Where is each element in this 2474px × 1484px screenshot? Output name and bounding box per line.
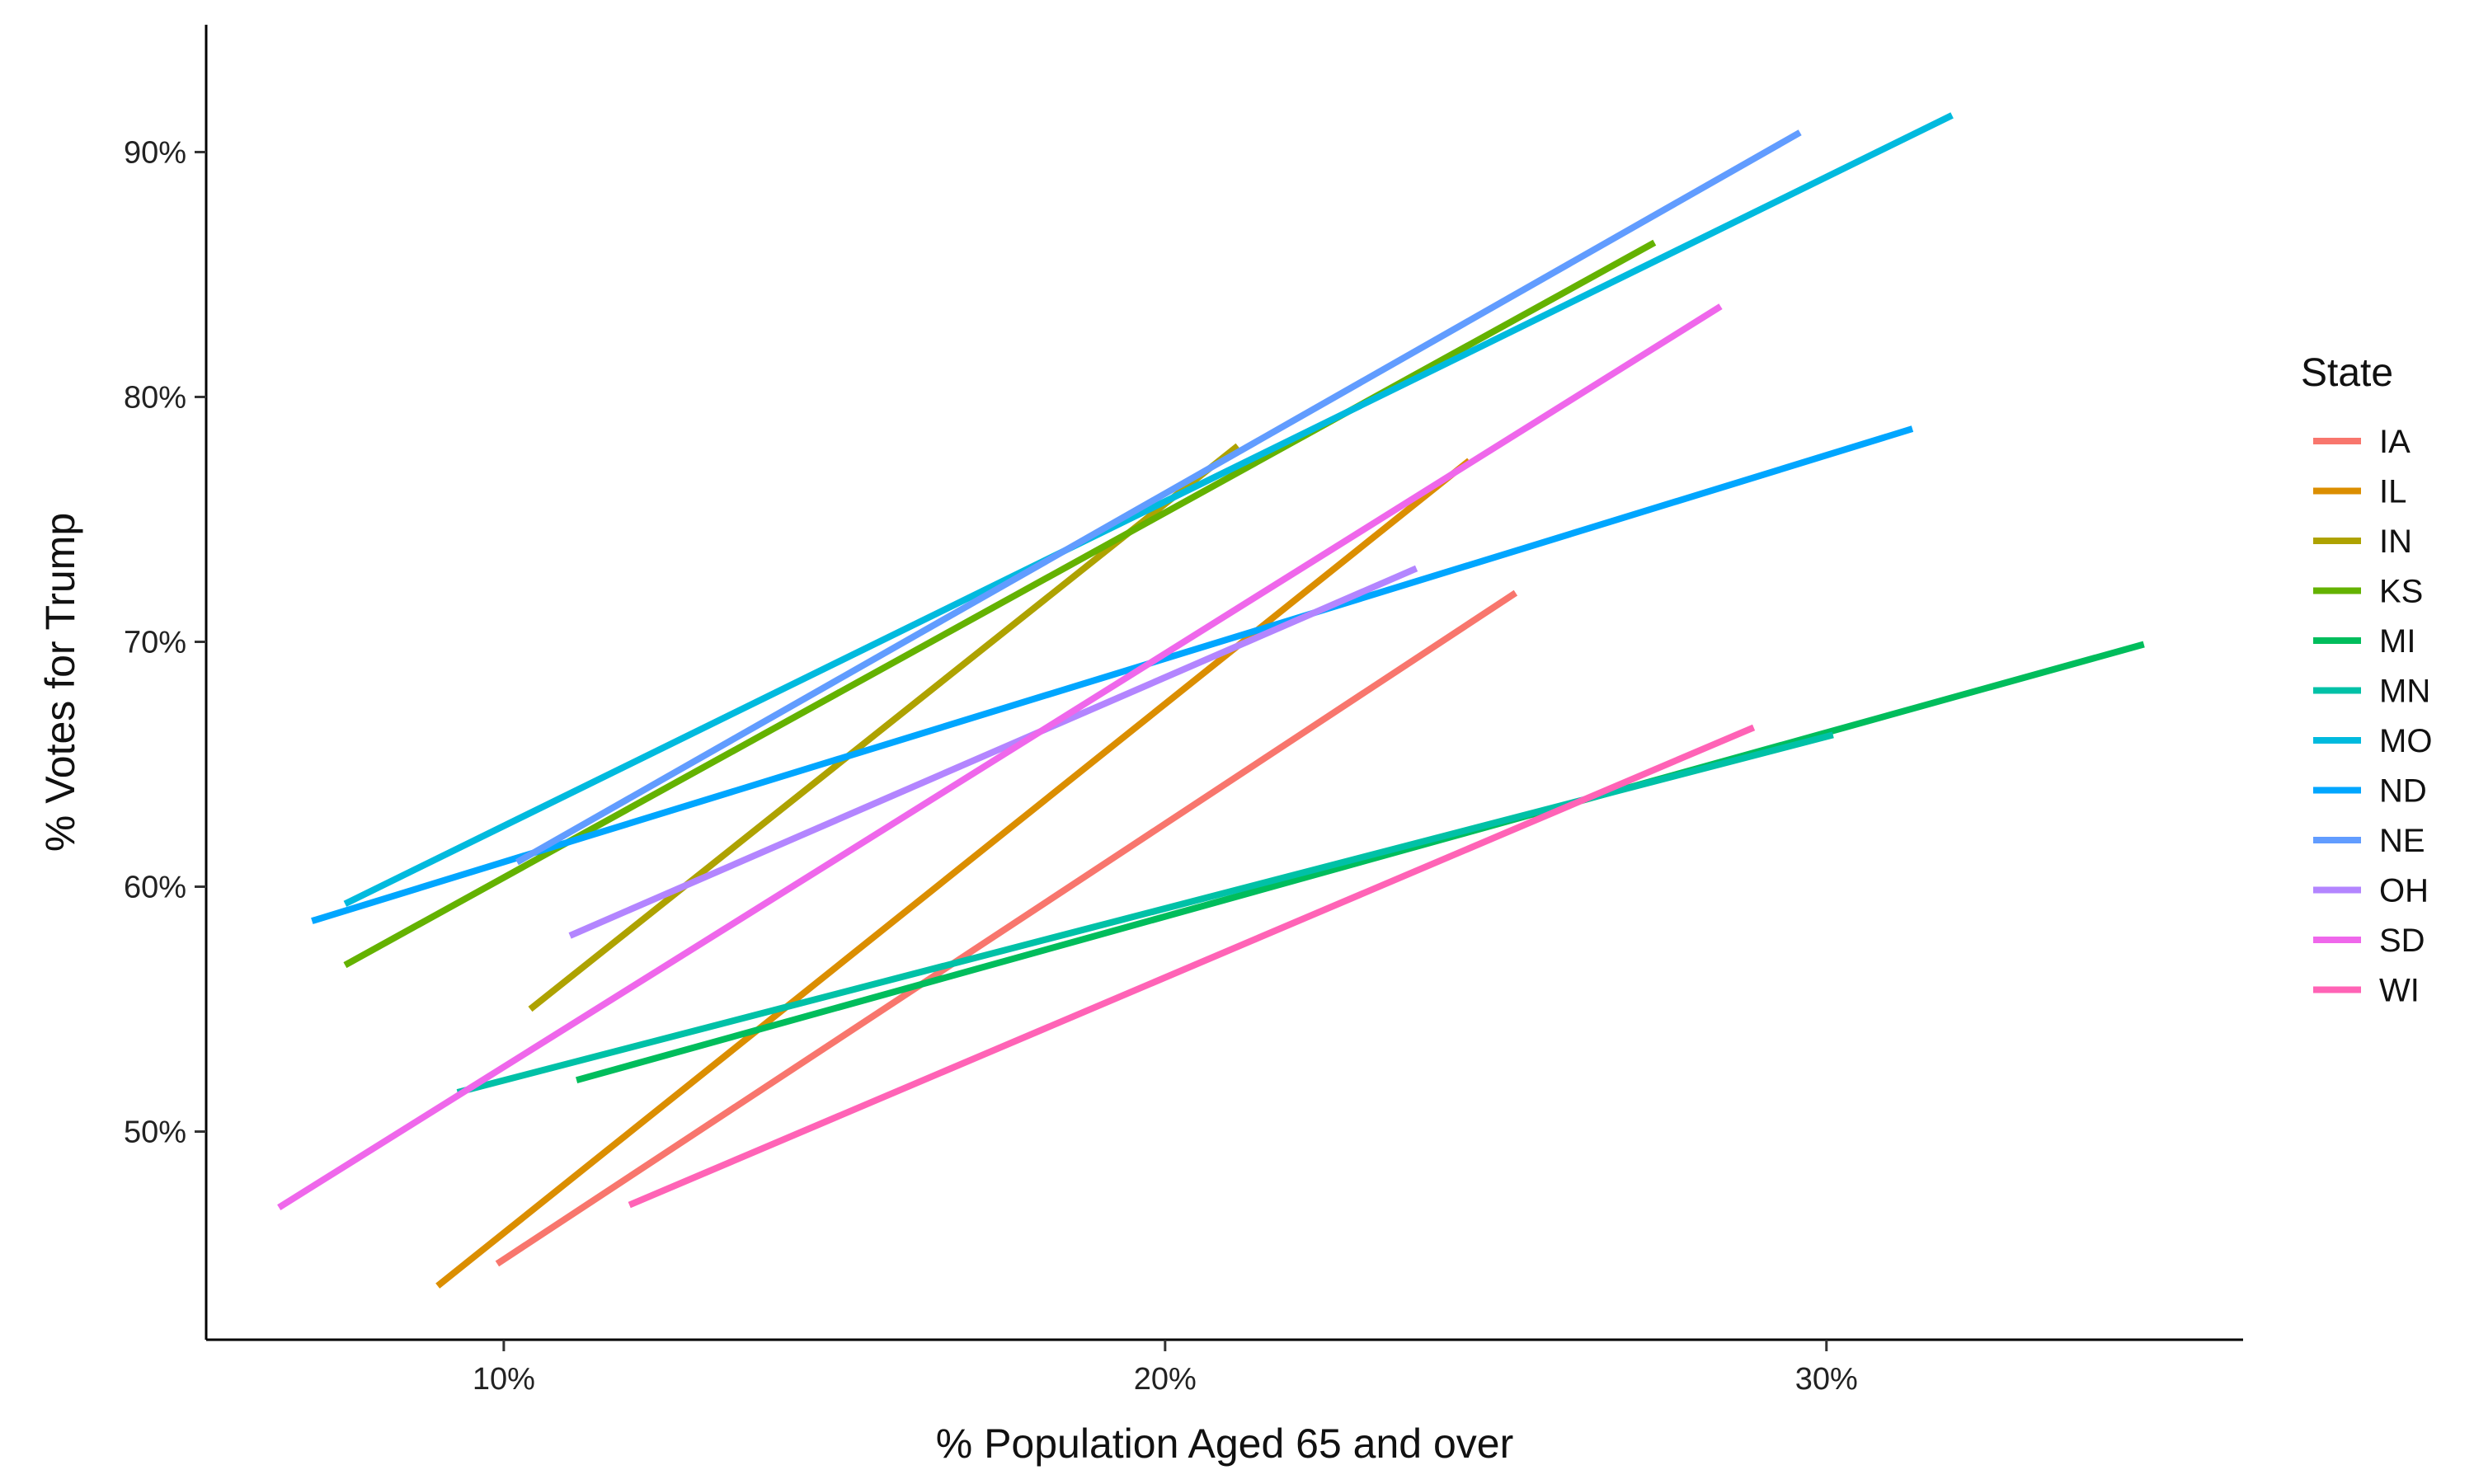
legend-items: IA IL IN KS MI MN MO ND NE OH SD WI (2313, 424, 2432, 1009)
y-ticks: 50% 60% 70% 80% 90% (124, 135, 206, 1150)
series-layer (277, 112, 2145, 1289)
series-line-wi (628, 724, 1756, 1209)
legend-label-ia: IA (2379, 424, 2411, 460)
series-line-mo (343, 112, 1954, 907)
y-tick-label: 60% (124, 871, 186, 905)
x-tick-label: 10% (473, 1362, 535, 1397)
legend-label-nd: ND (2379, 773, 2427, 810)
legend-label-mo: MO (2379, 723, 2432, 759)
x-ticks: 10% 20% 30% (473, 1340, 1858, 1397)
series-line-ks (343, 239, 1657, 969)
legend-label-oh: OH (2379, 873, 2429, 909)
series-line-il (435, 458, 1472, 1289)
series-line-ne (515, 129, 1802, 866)
axis-layer: 10% 20% 30% 50% 60% 70% 80% 90% (124, 25, 2243, 1397)
series-line-sd (277, 303, 1723, 1210)
y-tick-label: 70% (124, 625, 186, 660)
x-axis-title: % Population Aged 65 and over (936, 1421, 1514, 1467)
series-line-mi (576, 641, 2145, 1084)
legend-label-wi: WI (2379, 973, 2420, 1009)
series-line-oh (568, 565, 1418, 939)
legend-label-ks: KS (2379, 574, 2423, 610)
legend-label-mn: MN (2379, 674, 2430, 710)
legend-label-il: IL (2379, 474, 2406, 510)
x-tick-label: 20% (1134, 1362, 1197, 1397)
series-line-ia (495, 589, 1518, 1267)
legend-label-sd: SD (2379, 923, 2425, 959)
y-tick-label: 90% (124, 135, 186, 170)
y-tick-label: 80% (124, 380, 186, 415)
y-axis-title: % Votes for Trump (37, 513, 83, 852)
legend: State IA IL IN KS MI MN MO ND NE OH SD WI (2301, 351, 2432, 1009)
legend-label-ne: NE (2379, 823, 2425, 859)
legend-label-mi: MI (2379, 623, 2415, 660)
y-tick-label: 50% (124, 1115, 186, 1150)
series-line-nd (311, 425, 1914, 924)
legend-label-in: IN (2379, 524, 2412, 560)
legend-title: State (2301, 351, 2393, 395)
x-tick-label: 30% (1795, 1362, 1858, 1397)
